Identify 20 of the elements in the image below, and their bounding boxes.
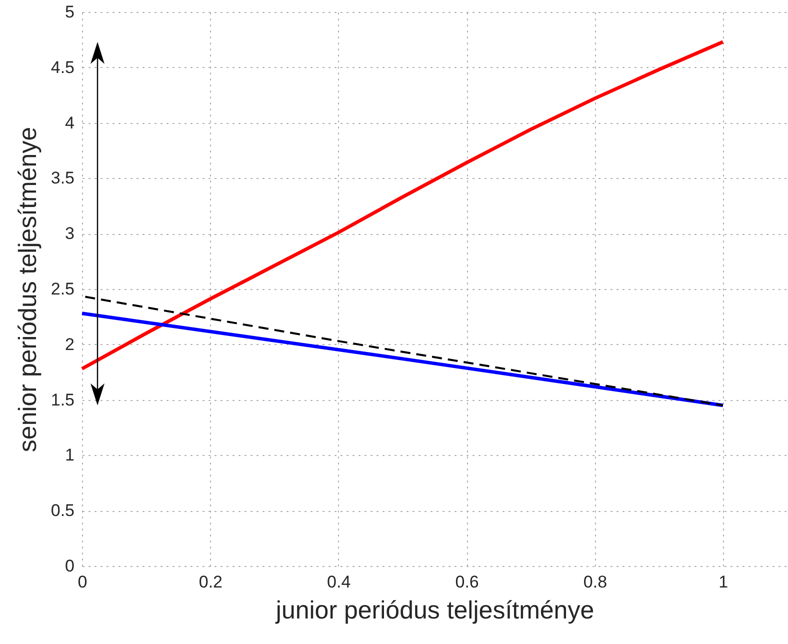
- x-tick-label: 0.6: [455, 572, 479, 592]
- x-tick-label: 0.2: [198, 572, 222, 592]
- y-tick-label: 0: [65, 556, 74, 576]
- y-tick-label: 2.5: [50, 280, 74, 298]
- y-tick-label: 5: [65, 2, 74, 22]
- y-axis-title: senior periódus teljesítménye: [14, 126, 42, 452]
- y-tick-label: 2: [65, 334, 74, 354]
- y-tick-label: 4.5: [50, 58, 74, 77]
- x-tick-label: 0: [78, 572, 88, 592]
- x-axis-title: junior periódus teljesítménye: [274, 596, 594, 624]
- y-tick-label: 0.5: [50, 501, 74, 520]
- y-tick-label: 3.5: [50, 168, 74, 188]
- x-tick-label: 0.8: [583, 572, 608, 592]
- y-tick-label: 1: [65, 446, 74, 465]
- x-tick-label: 1: [718, 572, 728, 592]
- line-series: [80, 40, 725, 371]
- y-tick-label: 4: [65, 113, 74, 132]
- y-tick-label: 3: [65, 224, 74, 244]
- x-tick-label: 0.4: [327, 572, 351, 592]
- y-tick-label: 1.5: [50, 390, 74, 410]
